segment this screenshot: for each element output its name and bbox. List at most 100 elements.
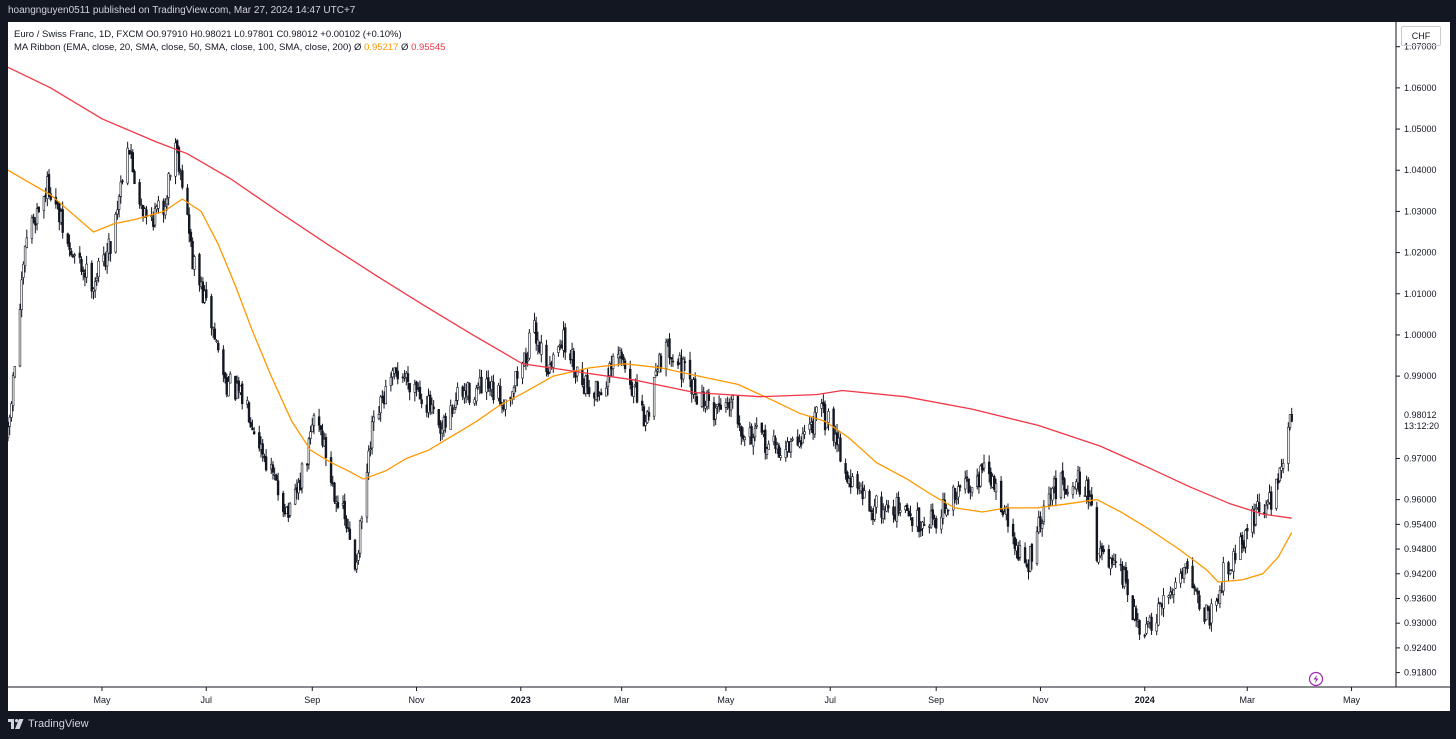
candle [1040, 519, 1044, 537]
candle [1232, 548, 1235, 580]
candle [1182, 567, 1186, 584]
candle [1275, 478, 1278, 511]
currency-button[interactable]: CHF [1401, 26, 1441, 46]
candle-body [765, 448, 769, 455]
candle [1158, 601, 1162, 605]
candle-body [227, 381, 230, 397]
candle [187, 207, 191, 243]
candle-body [82, 269, 85, 272]
candle-body [1220, 591, 1223, 593]
candle-body [844, 463, 847, 474]
candle [1186, 558, 1189, 574]
candle [377, 406, 381, 421]
lightning-icon[interactable] [1308, 671, 1324, 687]
candle [117, 194, 121, 218]
candle [30, 214, 34, 244]
candle [126, 141, 129, 186]
candle-body [355, 561, 358, 570]
candle [1134, 605, 1138, 628]
candle-body [642, 406, 646, 427]
candle-body [20, 279, 23, 310]
candle [1095, 501, 1099, 563]
candle-body [586, 374, 589, 388]
candle [979, 464, 982, 488]
candle [750, 423, 753, 445]
candle-body [760, 422, 764, 433]
candle [1145, 616, 1148, 636]
candle [82, 266, 85, 281]
candle-body [126, 147, 129, 184]
candle-body [919, 528, 922, 531]
candle-body [1162, 595, 1165, 609]
candle-body [394, 367, 398, 373]
candle-body [237, 380, 240, 391]
candle-body [1169, 591, 1172, 596]
candle-body [738, 423, 741, 426]
candle-body [432, 406, 435, 410]
chart-canvas[interactable]: 1.07000 1.06000 1.05000 1.04000 1.03000 1.020… [8, 22, 1450, 711]
candle-body [377, 414, 381, 420]
candle-body [741, 434, 745, 439]
candle-body [80, 258, 83, 272]
candle-body [528, 332, 531, 359]
candle-body [153, 207, 157, 226]
price-tick-label: 1.01000 [1404, 289, 1437, 299]
candle [440, 420, 444, 440]
candle-body [1215, 600, 1218, 606]
chart-panel[interactable]: 1.07000 1.06000 1.05000 1.04000 1.03000 1.020… [8, 22, 1450, 711]
candle-body [1264, 505, 1268, 515]
candle [1162, 588, 1165, 618]
candle-body [1290, 414, 1293, 422]
candle [740, 425, 743, 445]
candle [1066, 485, 1070, 497]
candle [1194, 587, 1198, 592]
candle-body [724, 402, 728, 408]
candle-body [911, 517, 914, 526]
candle [1075, 478, 1078, 495]
candle-body [1244, 530, 1247, 548]
candle [736, 395, 740, 429]
candle-body [1157, 603, 1160, 626]
candle-body [1030, 544, 1034, 562]
candle [167, 171, 170, 206]
candle-body [623, 360, 627, 370]
candle-body [1205, 604, 1208, 620]
candle-body [264, 456, 268, 471]
candle-body [1051, 488, 1054, 501]
candle-body [1078, 471, 1081, 495]
candle [724, 398, 728, 413]
candle-body [8, 426, 10, 439]
candle [599, 388, 603, 396]
candle [576, 366, 579, 382]
candle [1011, 518, 1015, 545]
candle-body [439, 422, 442, 434]
candle-body [943, 499, 946, 514]
candle [276, 472, 280, 501]
candle-body [370, 421, 374, 449]
candle-body [348, 528, 352, 540]
candle-body [931, 509, 934, 519]
candle [1227, 560, 1230, 581]
candle-body [311, 424, 314, 433]
candle-body [105, 251, 109, 267]
candle-body [681, 358, 685, 380]
candle [348, 521, 352, 540]
candle-body [365, 472, 369, 518]
candle-body [379, 396, 382, 414]
candle [929, 503, 933, 529]
candle [1013, 532, 1017, 556]
candle [767, 440, 770, 450]
candle-body [887, 505, 890, 509]
candle-body [452, 408, 456, 414]
candle-body [300, 463, 304, 489]
candle [647, 406, 651, 421]
candle [887, 500, 890, 513]
candle [319, 425, 323, 436]
candle [487, 370, 490, 392]
candle-body [993, 476, 996, 490]
candle [78, 246, 81, 264]
candle [309, 425, 312, 445]
candle [114, 211, 117, 254]
candle-body [808, 423, 811, 430]
candle [23, 245, 27, 273]
